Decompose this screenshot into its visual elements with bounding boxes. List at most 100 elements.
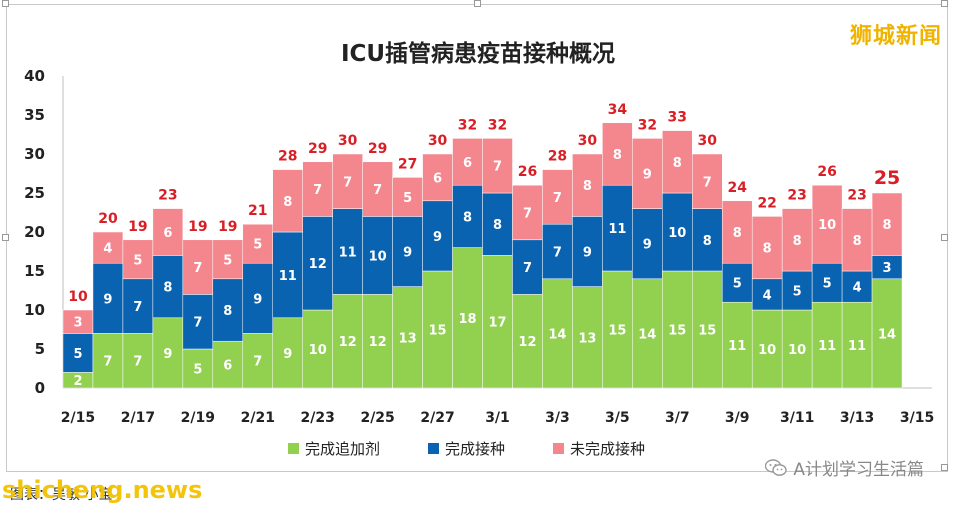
x-tick-label: 3/9: [725, 410, 750, 426]
legend-item-booster: 完成追加剂: [288, 438, 380, 459]
bar-value-label: 9: [283, 347, 292, 362]
bar-total-label: 23: [787, 188, 806, 204]
bar-value-label: 13: [578, 331, 596, 346]
bar-total-label: 19: [188, 219, 207, 235]
bar-segment: [272, 231, 303, 319]
bar-segment: [302, 161, 333, 217]
bar-value-label: 8: [733, 226, 742, 241]
x-tick-label: 2/15: [61, 410, 95, 426]
bar-value-label: 5: [253, 238, 262, 253]
bar-value-label: 14: [548, 327, 566, 342]
bar-value-label: 7: [313, 183, 322, 198]
bar-value-label: 12: [339, 335, 357, 350]
bar-total-label: 23: [847, 188, 866, 204]
bar-segment: [871, 192, 903, 256]
bar-value-label: 4: [763, 288, 772, 303]
bar-value-label: 14: [878, 327, 896, 342]
bar-total-label: 26: [518, 164, 537, 180]
bar-total-label: 32: [458, 117, 477, 133]
bar-value-label: 9: [643, 168, 652, 183]
bar-segment: [751, 216, 783, 280]
bar-value-label: 4: [853, 281, 862, 296]
bar-value-label: 5: [133, 253, 142, 268]
bar-value-label: 11: [608, 222, 626, 237]
bar-value-label: 10: [369, 249, 387, 264]
bar-value-label: 5: [403, 191, 412, 206]
x-tick-label: 3/5: [605, 410, 630, 426]
bar-segment: [721, 200, 753, 264]
bar-value-label: 7: [523, 261, 532, 276]
bar-value-label: 7: [193, 261, 202, 276]
bar-total-label: 33: [668, 110, 687, 126]
bar-value-label: 12: [518, 335, 536, 350]
y-tick-label: 10: [24, 301, 45, 319]
y-tick-label: 5: [35, 340, 45, 358]
bar-total-label: 29: [368, 141, 387, 157]
bar-segment: [542, 223, 573, 280]
bar-segment: [152, 317, 184, 389]
bar-value-label: 10: [309, 343, 327, 358]
y-tick-label: 35: [24, 106, 45, 124]
wechat-account-name: A计划学习生活篇: [793, 460, 924, 480]
bar-value-label: 17: [488, 316, 506, 331]
bar-value-label: 10: [818, 218, 836, 233]
bar-value-label: 8: [793, 234, 802, 249]
bar-value-label: 7: [553, 191, 562, 206]
bar-segment: [781, 270, 813, 311]
bar-value-label: 5: [793, 285, 802, 300]
bar-value-label: 8: [493, 218, 502, 233]
bar-segment: [272, 317, 303, 389]
bar-segment: [152, 255, 184, 319]
bar-value-label: 11: [279, 269, 297, 284]
bar-segment: [212, 239, 244, 280]
bar-total-label: 21: [248, 203, 267, 219]
bar-segment: [692, 153, 723, 209]
bar-value-label: 9: [643, 238, 652, 253]
bar-segment: [332, 294, 363, 389]
bar-value-label: 7: [523, 207, 532, 222]
bar-value-label: 9: [403, 246, 412, 261]
bar-value-label: 8: [463, 210, 472, 225]
bar-value-label: 15: [608, 324, 626, 339]
source-credit: 图表：吴敏 小宝: [10, 487, 113, 503]
bar-value-label: 15: [429, 324, 447, 339]
bar-segment: [452, 247, 483, 389]
bar-value-label: 10: [758, 343, 776, 358]
bar-value-label: 18: [458, 312, 476, 327]
bar-segment: [602, 122, 633, 186]
bar-total-label: 30: [578, 133, 598, 149]
bar-segment: [242, 262, 274, 334]
bar-segment: [152, 208, 184, 256]
bar-value-label: 4: [103, 242, 112, 257]
bar-segment: [751, 278, 783, 311]
bar-total-label: 24: [727, 180, 747, 196]
bar-value-label: 6: [433, 171, 442, 186]
bar-segment: [212, 278, 244, 342]
bar-segment: [362, 216, 393, 295]
bar-value-label: 7: [553, 246, 562, 261]
legend-label-booster: 完成追加剂: [305, 440, 381, 458]
bar-total-label: 30: [428, 133, 448, 149]
x-tick-label: 2/25: [360, 410, 394, 426]
bar-value-label: 11: [818, 339, 836, 354]
bar-total-label: 19: [128, 219, 147, 235]
bar-total-label: 32: [638, 117, 657, 133]
y-tick-label: 30: [24, 145, 45, 163]
bar-value-label: 6: [163, 226, 172, 241]
bar-value-label: 5: [733, 277, 742, 292]
y-tick-label: 15: [24, 262, 45, 280]
bar-segment: [572, 153, 603, 217]
x-tick-label: 2/21: [241, 410, 275, 426]
y-tick-label: 0: [35, 379, 45, 397]
bar-segment: [272, 169, 303, 233]
bar-value-label: 11: [339, 246, 357, 261]
bar-segment: [721, 262, 753, 303]
bar-segment: [602, 270, 633, 389]
bar-value-label: 10: [668, 226, 686, 241]
y-tick-label: 20: [24, 223, 45, 241]
bar-value-label: 8: [583, 179, 592, 194]
bar-total-label: 27: [398, 156, 417, 172]
bar-segment: [242, 333, 274, 389]
x-tick-label: 3/3: [545, 410, 570, 426]
x-tick-label: 2/17: [121, 410, 155, 426]
